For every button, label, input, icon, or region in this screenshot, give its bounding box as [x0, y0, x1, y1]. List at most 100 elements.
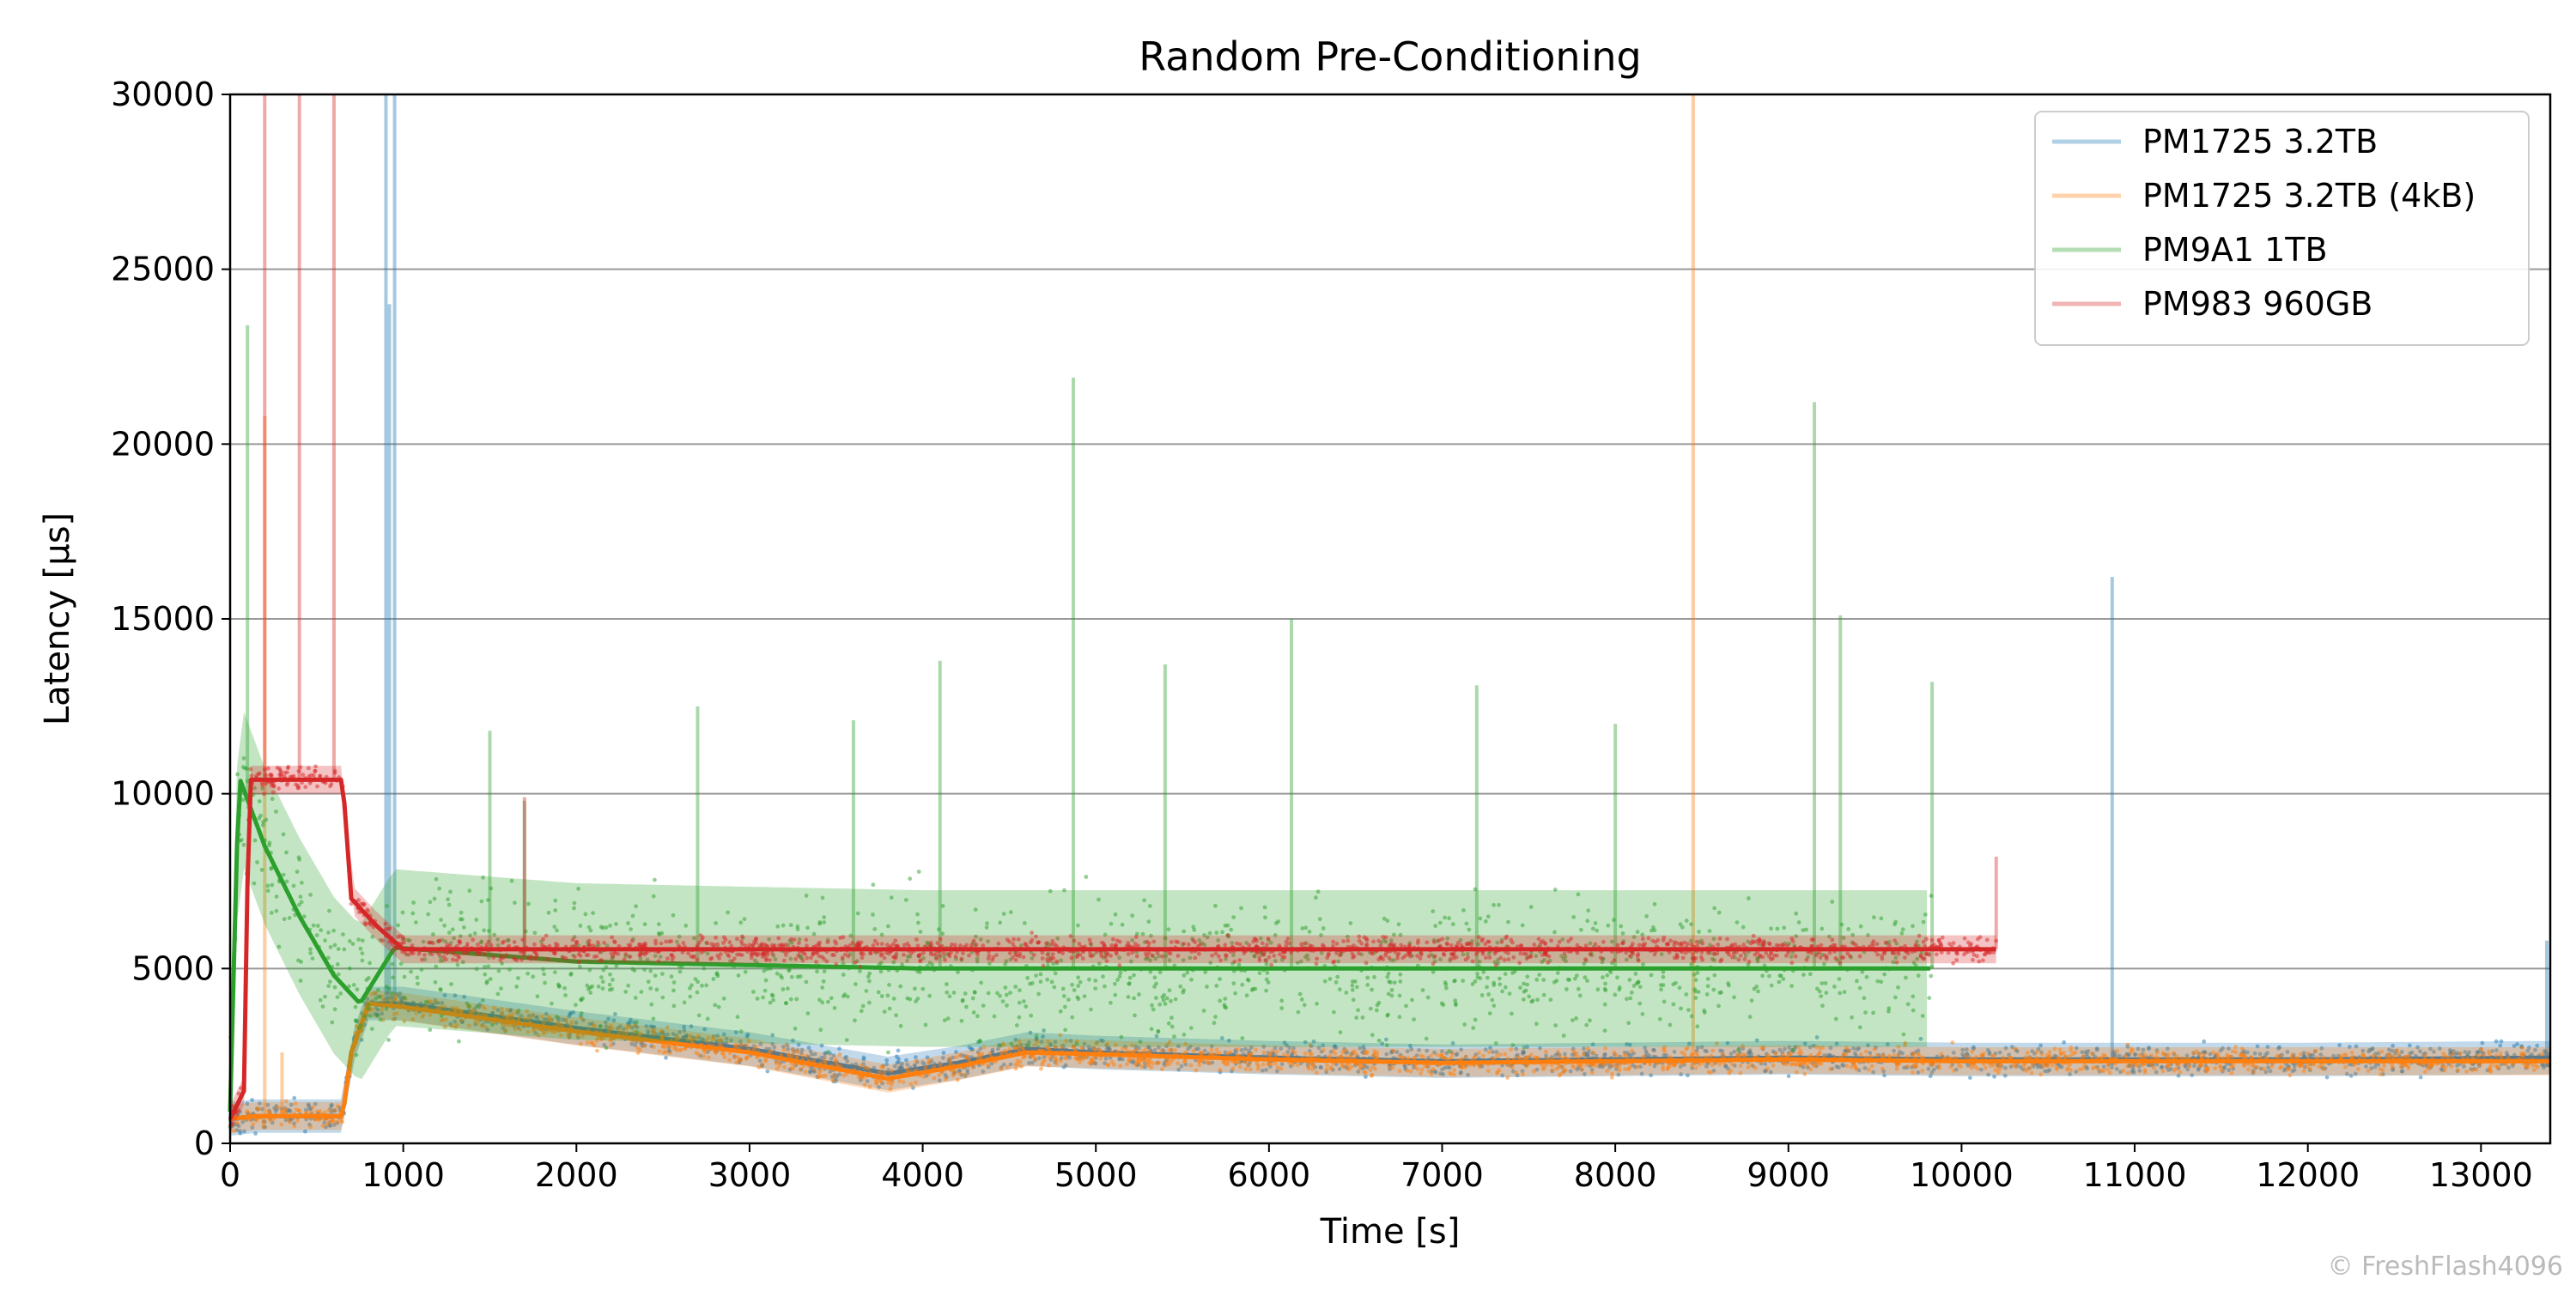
data-point [1900, 931, 1905, 936]
data-point [586, 987, 591, 991]
data-point [2379, 1067, 2383, 1071]
data-point [1586, 1046, 1590, 1051]
data-point [1872, 1047, 1876, 1052]
data-point [1486, 992, 1491, 997]
data-point [2464, 1070, 2469, 1074]
data-point [652, 1046, 656, 1050]
data-point [374, 997, 378, 1001]
data-point [744, 1044, 749, 1048]
data-point [1867, 1068, 1871, 1072]
data-point [2108, 1070, 2112, 1075]
data-point [1444, 1057, 1449, 1061]
data-point [653, 878, 657, 882]
data-point [916, 997, 920, 1001]
data-point [804, 1070, 808, 1074]
data-point [1820, 981, 1824, 985]
data-point [1487, 1050, 1492, 1054]
data-point [1372, 975, 1376, 979]
data-point [1626, 1021, 1631, 1025]
data-point [1594, 921, 1598, 925]
data-point [481, 998, 485, 1003]
data-point [2366, 1069, 2371, 1073]
data-point [1710, 1049, 1715, 1053]
data-point [1638, 985, 1643, 989]
data-point [1112, 1063, 1116, 1067]
data-point [475, 1004, 479, 1009]
data-point [1868, 1054, 1873, 1058]
data-point [2308, 1067, 2312, 1071]
data-point [1678, 985, 1682, 990]
data-point [1084, 875, 1088, 879]
data-point [1818, 1046, 1822, 1051]
data-point [1106, 1063, 1110, 1067]
data-point [1693, 996, 1698, 1000]
data-point [1114, 912, 1118, 917]
data-point [1542, 993, 1546, 997]
data-point [299, 960, 303, 964]
data-point [1846, 927, 1850, 931]
data-point [1820, 927, 1824, 931]
data-point [1034, 973, 1038, 978]
data-point [652, 894, 656, 899]
data-point [1315, 1002, 1319, 1006]
data-point [1022, 999, 1026, 1003]
data-point [668, 1045, 672, 1049]
data-point [1537, 973, 1541, 977]
data-point [2356, 1067, 2360, 1071]
data-point [1486, 914, 1491, 918]
data-point [1167, 1021, 1171, 1026]
data-point [235, 773, 240, 777]
data-point [1497, 903, 1501, 907]
data-point [789, 923, 793, 927]
data-point [514, 985, 519, 989]
data-point [459, 911, 464, 915]
data-point [2252, 1070, 2257, 1074]
data-point [1279, 1006, 1284, 1010]
data-point [2391, 1066, 2395, 1070]
data-point [1406, 1056, 1411, 1060]
data-point [367, 1003, 371, 1007]
data-point [2306, 1052, 2311, 1056]
data-point [806, 1011, 811, 1015]
data-point [1658, 1017, 1662, 1021]
data-point [2240, 1046, 2245, 1051]
data-point [1911, 1070, 1915, 1075]
data-point [2229, 1065, 2233, 1070]
data-point [1150, 1027, 1154, 1031]
data-point [1215, 1048, 1219, 1052]
data-point [1089, 1008, 1093, 1012]
data-point [799, 1067, 803, 1071]
data-point [1605, 973, 1609, 978]
data-point [434, 877, 439, 882]
data-point [978, 1039, 982, 1043]
data-point [1447, 1049, 1451, 1053]
data-point [914, 1055, 918, 1059]
data-point [653, 973, 658, 978]
data-point [815, 969, 819, 973]
data-point [2233, 1050, 2238, 1054]
data-point [1010, 1042, 1014, 1046]
data-point [1518, 985, 1522, 990]
data-point [1905, 1055, 1910, 1059]
data-point [1324, 1068, 1328, 1072]
data-point [1510, 1012, 1514, 1016]
data-point [775, 972, 780, 976]
data-point [1870, 1064, 1874, 1069]
data-point [1577, 987, 1581, 991]
data-point [897, 1079, 902, 1083]
data-point [457, 1039, 461, 1044]
data-point [235, 1121, 240, 1125]
data-point [780, 976, 784, 980]
data-point [790, 1053, 794, 1058]
data-point [1040, 1063, 1044, 1067]
data-point [1635, 1064, 1639, 1069]
data-point [1653, 902, 1657, 906]
data-point [974, 907, 978, 912]
data-point [2040, 1052, 2044, 1057]
data-point [1063, 1005, 1067, 1009]
data-point [1222, 1060, 1226, 1064]
data-point [1686, 1008, 1691, 1012]
data-point [1911, 924, 1915, 928]
data-point [1197, 1064, 1201, 1068]
data-point [416, 982, 420, 986]
